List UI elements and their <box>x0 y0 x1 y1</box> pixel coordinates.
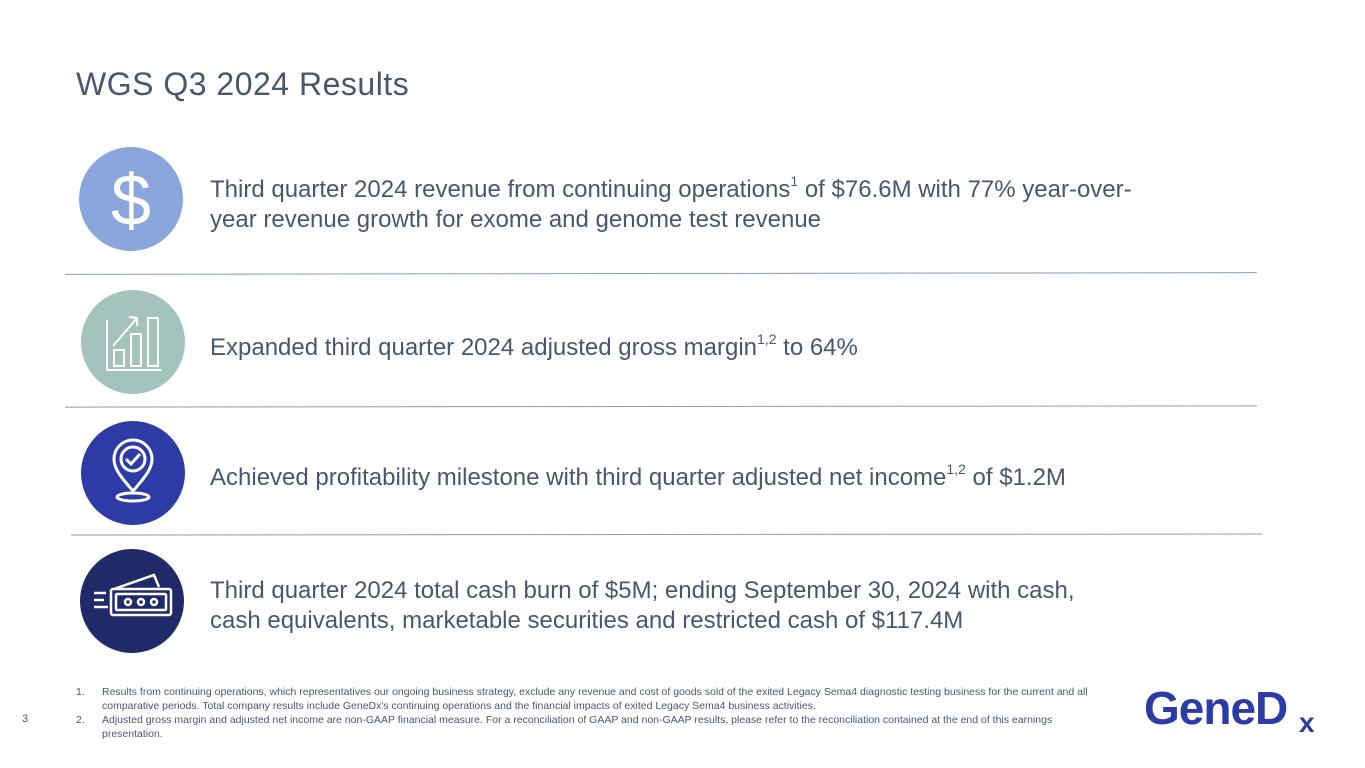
svg-text:$: $ <box>111 161 151 241</box>
revenue-text-line2: year revenue growth for exome and genome… <box>210 206 822 233</box>
logo-d-text: D <box>1255 684 1287 734</box>
logo-gene-text: Gene <box>1144 684 1255 734</box>
footnote-2-text: Adjusted gross margin and adjusted net i… <box>102 714 1053 740</box>
footnote-2-number: 2. <box>76 714 85 726</box>
gross-margin-statement: Expanded third quarter 2024 adjusted gro… <box>210 326 858 363</box>
cash-statement: Third quarter 2024 total cash burn of $5… <box>210 576 1075 636</box>
footnote-2: 2. Adjusted gross margin and adjusted ne… <box>76 714 1111 741</box>
location-check-icon <box>112 438 154 503</box>
cash-icon-circle <box>80 549 184 653</box>
divider-1 <box>64 272 1258 275</box>
income-text-part2: of $1.2M <box>965 464 1066 491</box>
revenue-icon-circle: $ <box>79 147 183 251</box>
cash-text-line1: Third quarter 2024 total cash burn of $5… <box>210 577 1075 604</box>
footnote-1-text: Results from continuing operations, whic… <box>102 686 1088 712</box>
income-text-part1: Achieved profitability milestone with th… <box>210 464 947 491</box>
page-number: 3 <box>22 713 29 725</box>
cash-icon <box>94 573 173 617</box>
footnote-1: 1. Results from continuing operations, w… <box>76 686 1111 713</box>
revenue-text-part1: Third quarter 2024 revenue from continui… <box>210 176 791 203</box>
page-title: WGS Q3 2024 Results <box>76 66 410 102</box>
cash-text-line2: cash equivalents, marketable securities … <box>210 607 964 634</box>
footnote-1-number: 1. <box>76 686 85 698</box>
revenue-text-part2: of $76.6M with 77% year-over- <box>798 176 1132 203</box>
income-footnote-ref: 1,2 <box>946 461 966 477</box>
footnotes: 1. Results from continuing operations, w… <box>76 686 1111 742</box>
revenue-statement: Third quarter 2024 revenue from continui… <box>210 168 1132 235</box>
margin-icon-circle <box>81 290 185 394</box>
net-income-statement: Achieved profitability milestone with th… <box>210 456 1066 493</box>
divider-2 <box>64 405 1258 408</box>
growth-chart-icon <box>106 316 161 371</box>
genedx-logo: GeneD x <box>1144 682 1322 738</box>
divider-3 <box>70 533 1263 536</box>
margin-text-part2: to 64% <box>776 334 858 361</box>
logo-x-text: x <box>1299 707 1315 734</box>
margin-footnote-ref: 1,2 <box>757 331 777 347</box>
margin-text-part1: Expanded third quarter 2024 adjusted gro… <box>210 334 758 361</box>
svg-text:GeneD: GeneD <box>1144 684 1287 734</box>
profit-icon-circle <box>81 421 185 525</box>
revenue-footnote-ref: 1 <box>790 173 799 189</box>
dollar-icon: $ <box>111 161 151 241</box>
